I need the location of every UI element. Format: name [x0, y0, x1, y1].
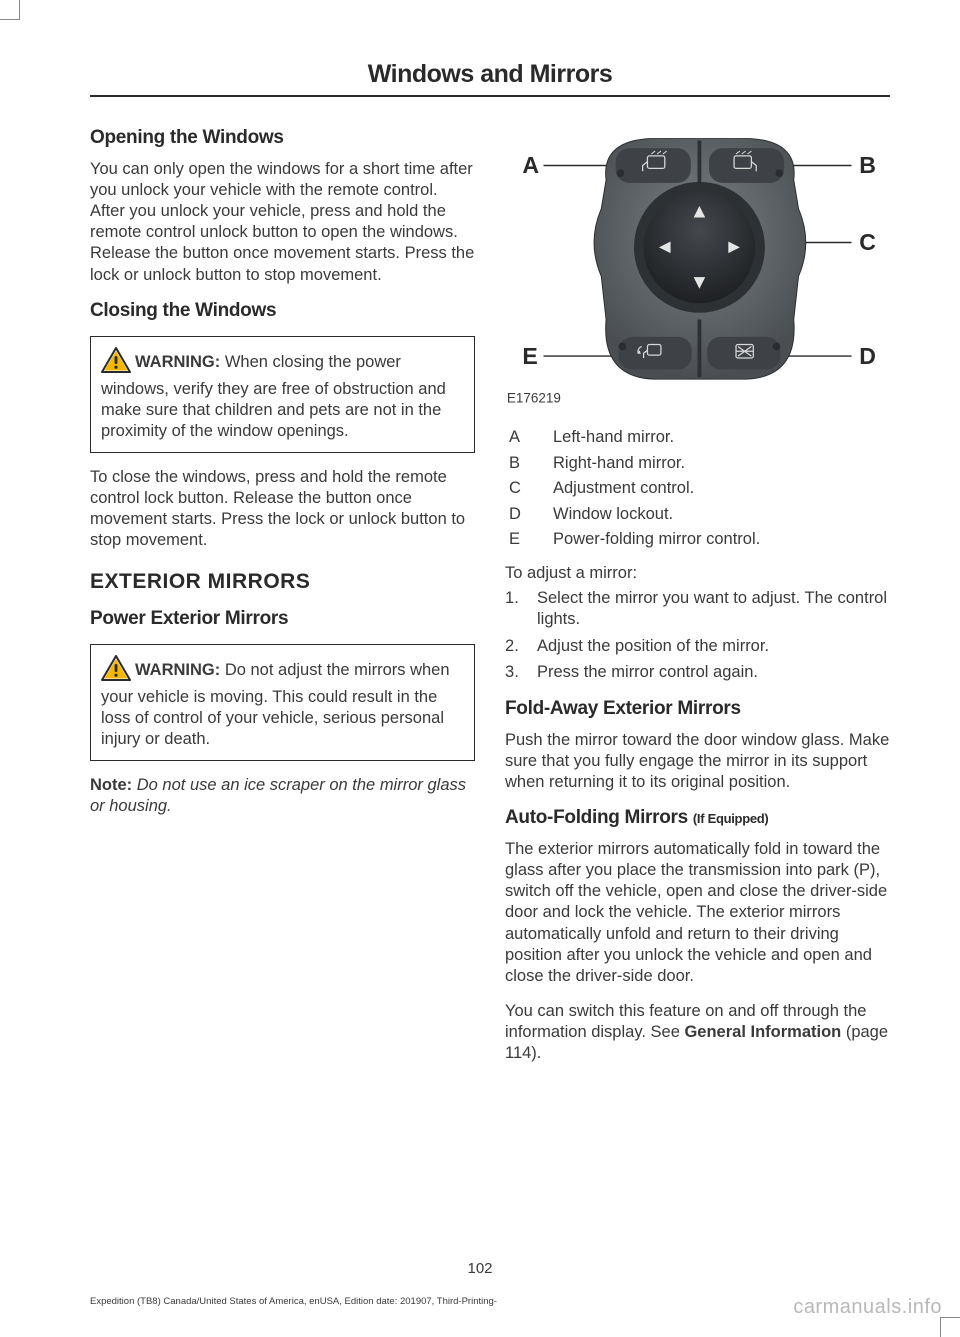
legend-text: Adjustment control. — [553, 476, 890, 502]
page-number: 102 — [0, 1260, 960, 1277]
warning-closing: WARNING: When closing the power windows,… — [90, 336, 475, 453]
note-mirrors: Note: Do not use an ice scraper on the m… — [90, 775, 475, 817]
legend-list: ALeft-hand mirror.BRight-hand mirror.CAd… — [505, 425, 890, 553]
diag-label-a: A — [522, 152, 539, 178]
warning-label: WARNING: — [135, 661, 220, 679]
diag-label-c: C — [859, 229, 876, 255]
adjust-intro: To adjust a mirror: — [505, 563, 890, 584]
heading-power-mirrors: Power Exterior Mirrors — [90, 608, 475, 630]
page-title: Windows and Mirrors — [90, 60, 890, 89]
link-general-info: General Information — [684, 1023, 841, 1041]
heading-opening: Opening the Windows — [90, 127, 475, 149]
list-item: Adjust the position of the mirror. — [505, 636, 890, 657]
legend-text: Right-hand mirror. — [553, 451, 890, 477]
body-closing: To close the windows, press and hold the… — [90, 467, 475, 551]
warning-triangle-icon — [101, 347, 131, 379]
heading-autofold-main: Auto-Folding Mirrors — [505, 807, 693, 828]
mirror-control-diagram: A B C D E — [505, 127, 890, 411]
left-column: Opening the Windows You can only open th… — [90, 127, 475, 1078]
warning-mirrors: WARNING: Do not adjust the mirrors when … — [90, 644, 475, 761]
body-foldaway: Push the mirror toward the door window g… — [505, 730, 890, 793]
body-autofold-2: You can switch this feature on and off t… — [505, 1001, 890, 1064]
header-rule — [90, 95, 890, 97]
heading-autofold-equipped: (If Equipped) — [693, 811, 769, 826]
diag-label-d: D — [859, 343, 876, 369]
list-item: Press the mirror control again. — [505, 662, 890, 683]
body-opening: You can only open the windows for a shor… — [90, 159, 475, 286]
footer-meta: Expedition (TB8) Canada/United States of… — [90, 1296, 497, 1307]
legend-row: ALeft-hand mirror. — [505, 425, 890, 451]
diagram-ref: E176219 — [507, 390, 561, 405]
warning-label: WARNING: — [135, 353, 220, 371]
two-column-layout: Opening the Windows You can only open th… — [90, 127, 890, 1078]
legend-letter: B — [505, 451, 553, 477]
list-item: Select the mirror you want to adjust. Th… — [505, 588, 890, 631]
legend-row: EPower-folding mirror control. — [505, 527, 890, 553]
legend-letter: C — [505, 476, 553, 502]
note-label: Note: — [90, 776, 132, 794]
heading-closing: Closing the Windows — [90, 300, 475, 322]
right-column: A B C D E — [505, 127, 890, 1078]
legend-text: Window lockout. — [553, 502, 890, 528]
heading-foldaway: Fold-Away Exterior Mirrors — [505, 698, 890, 720]
legend-row: DWindow lockout. — [505, 502, 890, 528]
diag-label-e: E — [522, 343, 537, 369]
body-autofold-1: The exterior mirrors automatically fold … — [505, 839, 890, 987]
legend-text: Left-hand mirror. — [553, 425, 890, 451]
warning-triangle-icon — [101, 655, 131, 687]
page: Windows and Mirrors Opening the Windows … — [0, 0, 960, 1337]
legend-letter: E — [505, 527, 553, 553]
adjust-steps: Select the mirror you want to adjust. Th… — [505, 588, 890, 684]
legend-letter: D — [505, 502, 553, 528]
heading-autofold: Auto-Folding Mirrors (If Equipped) — [505, 807, 890, 829]
legend-letter: A — [505, 425, 553, 451]
watermark: carmanuals.info — [793, 1296, 942, 1319]
legend-row: CAdjustment control. — [505, 476, 890, 502]
heading-exterior: EXTERIOR MIRRORS — [90, 570, 475, 594]
legend-row: BRight-hand mirror. — [505, 451, 890, 477]
diag-label-b: B — [859, 152, 876, 178]
note-body: Do not use an ice scraper on the mirror … — [90, 776, 466, 815]
legend-text: Power-folding mirror control. — [553, 527, 890, 553]
